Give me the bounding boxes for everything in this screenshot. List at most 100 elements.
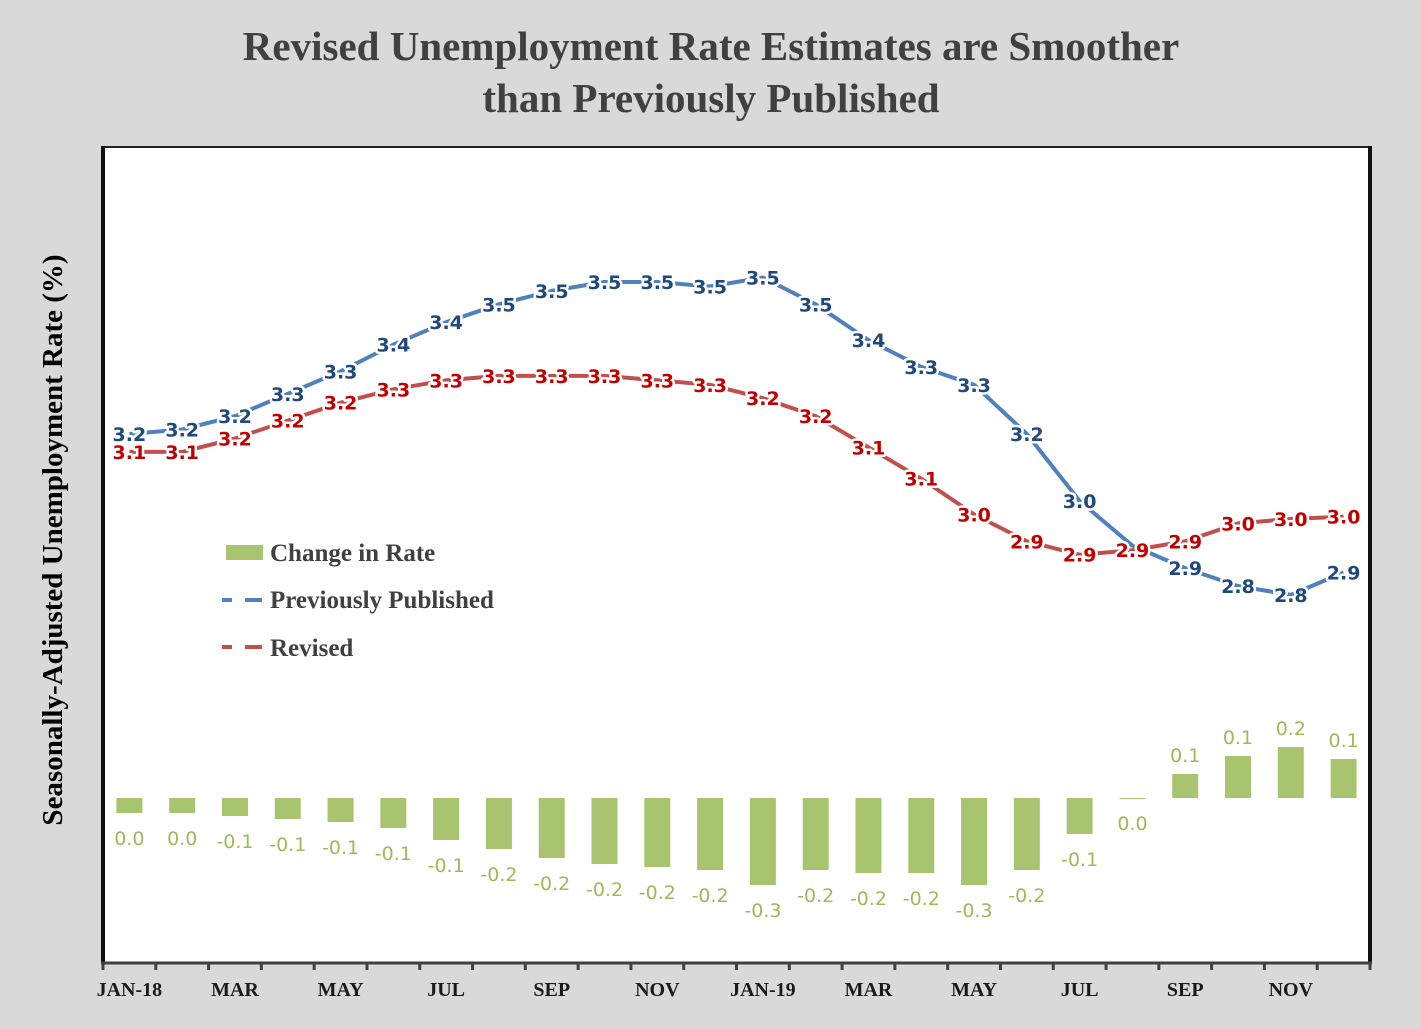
line-data-label: 3.2 (1010, 424, 1044, 446)
line-data-label: 3.2 (218, 428, 252, 450)
line-series (129, 275, 1345, 597)
line-data-label: 3.2 (799, 406, 833, 428)
line-data-label: 3.1 (904, 469, 938, 491)
line-data-label: 3.3 (482, 366, 516, 388)
bar-change-in-rate (327, 798, 354, 822)
chart-title-line-1: Revised Unemployment Rate Estimates are … (243, 23, 1179, 69)
x-tick-label: SEP (1167, 979, 1204, 1001)
bar-change-in-rate (908, 798, 935, 873)
line-data-label: 3.3 (429, 370, 463, 392)
line-data-label: 3.2 (113, 424, 147, 446)
x-tick-label: JUL (427, 979, 465, 1001)
bar-data-label: -0.1 (375, 843, 412, 865)
bar-data-label: -0.2 (692, 885, 729, 907)
x-axis-ticks: JAN-18 MAR MAY JUL SEP NOV JAN-19 MAR MAY JUL SEP N… (97, 963, 1372, 1001)
line-data-label: 3.3 (535, 366, 569, 388)
x-tick-label: NOV (635, 979, 680, 1001)
line-data-label: 3.3 (271, 384, 305, 406)
bar-data-label: -0.2 (639, 882, 676, 904)
bar-data-label: 0.1 (1223, 727, 1253, 749)
bar-change-in-rate (221, 798, 248, 816)
data-labels: 0.0 0.0 -0.1 -0.1 -0.1 -0.1 -0.1 -0.2 -0.2 -0.2 -0… (110, 265, 1363, 922)
bar-change-in-rate (1172, 774, 1199, 798)
line-data-label: 3.3 (588, 366, 622, 388)
line-data-label: 3.1 (113, 442, 147, 464)
bar-change-in-rate (1330, 759, 1357, 798)
bar-change-in-rate (274, 798, 301, 819)
bar-change-in-rate (380, 798, 407, 828)
line-data-label: 3.5 (588, 272, 622, 294)
bar-data-label: -0.2 (533, 873, 570, 895)
bar-data-label: -0.1 (322, 837, 359, 859)
line-data-label: 3.0 (1274, 509, 1308, 531)
line-data-label: 3.3 (957, 375, 991, 397)
bar-change-in-rate (538, 798, 565, 858)
line-data-label: 3.5 (482, 294, 516, 316)
bar-data-label: 0.1 (1170, 745, 1200, 767)
line-data-label: 2.9 (1116, 540, 1150, 562)
bar-change-in-rate (644, 798, 671, 867)
bar-change-in-rate (749, 798, 776, 885)
bar-data-label: 0.1 (1328, 730, 1358, 752)
bar-change-in-rate (485, 798, 512, 849)
bar-change-in-rate (169, 798, 196, 813)
bar-series (116, 747, 1357, 885)
legend-label-previously-published: Previously Published (270, 587, 494, 614)
x-tick-label: MAR (845, 979, 893, 1001)
bar-data-label: -0.2 (1008, 885, 1045, 907)
legend-swatch-change-in-rate (226, 545, 263, 560)
line-data-label: 2.9 (1168, 558, 1202, 580)
line-data-label: 3.3 (377, 379, 411, 401)
bar-change-in-rate (433, 798, 460, 840)
bar-data-label: -0.2 (586, 879, 623, 901)
chart-title-line-2: than Previously Published (482, 75, 939, 121)
x-tick-label: MAY (951, 979, 997, 1001)
line-data-label: 3.4 (852, 330, 886, 352)
line-data-label: 3.0 (957, 504, 991, 526)
bar-change-in-rate (802, 798, 829, 870)
bar-change-in-rate (1119, 798, 1146, 799)
bar-data-label: -0.3 (744, 900, 781, 922)
bar-change-in-rate (855, 798, 882, 873)
line-data-label: 2.9 (1063, 545, 1097, 567)
x-tick-label: JAN-18 (97, 979, 163, 1001)
line-data-label: 3.3 (324, 361, 358, 383)
line-data-label: 3.2 (218, 406, 252, 428)
bar-change-in-rate (1066, 798, 1093, 834)
x-tick-label: MAY (318, 979, 364, 1001)
x-tick-label: JAN-19 (730, 979, 796, 1001)
line-data-label: 3.0 (1327, 507, 1361, 529)
legend-label-change-in-rate: Change in Rate (270, 540, 435, 567)
line-data-label: 3.1 (852, 437, 886, 459)
legend: Change in Rate Previously Published Revi… (222, 540, 494, 662)
bar-data-label: -0.1 (216, 831, 253, 853)
bar-data-label: -0.2 (850, 888, 887, 910)
line-data-label: 2.9 (1168, 531, 1202, 553)
bar-change-in-rate (697, 798, 724, 870)
line-data-label: 3.5 (799, 294, 833, 316)
x-tick-label: SEP (533, 979, 570, 1001)
line-data-label: 3.3 (904, 357, 938, 379)
line-data-label: 2.8 (1274, 585, 1308, 607)
bar-change-in-rate (1013, 798, 1040, 870)
bar-data-label: -0.1 (1061, 849, 1098, 871)
line-data-label: 3.4 (429, 312, 463, 334)
line-data-label: 3.0 (1221, 513, 1255, 535)
line-data-label: 3.2 (746, 388, 780, 410)
line-data-label: 3.3 (693, 375, 727, 397)
bar-data-label: 0.0 (167, 828, 197, 850)
line-data-label: 3.5 (640, 272, 674, 294)
y-axis-title: Seasonally-Adjusted Unemployment Rate (%… (37, 254, 69, 825)
line-data-label: 3.0 (1063, 491, 1097, 513)
line-data-label: 3.5 (746, 268, 780, 290)
line-data-label: 3.5 (693, 276, 727, 298)
bar-change-in-rate (961, 798, 988, 885)
line-data-label: 3.2 (165, 420, 199, 442)
bar-change-in-rate (591, 798, 618, 864)
x-tick-label: NOV (1269, 979, 1314, 1001)
bar-data-label: -0.3 (956, 900, 993, 922)
line-data-label: 3.1 (165, 442, 199, 464)
line-data-label: 3.3 (640, 370, 674, 392)
line-data-label: 2.9 (1010, 531, 1044, 553)
